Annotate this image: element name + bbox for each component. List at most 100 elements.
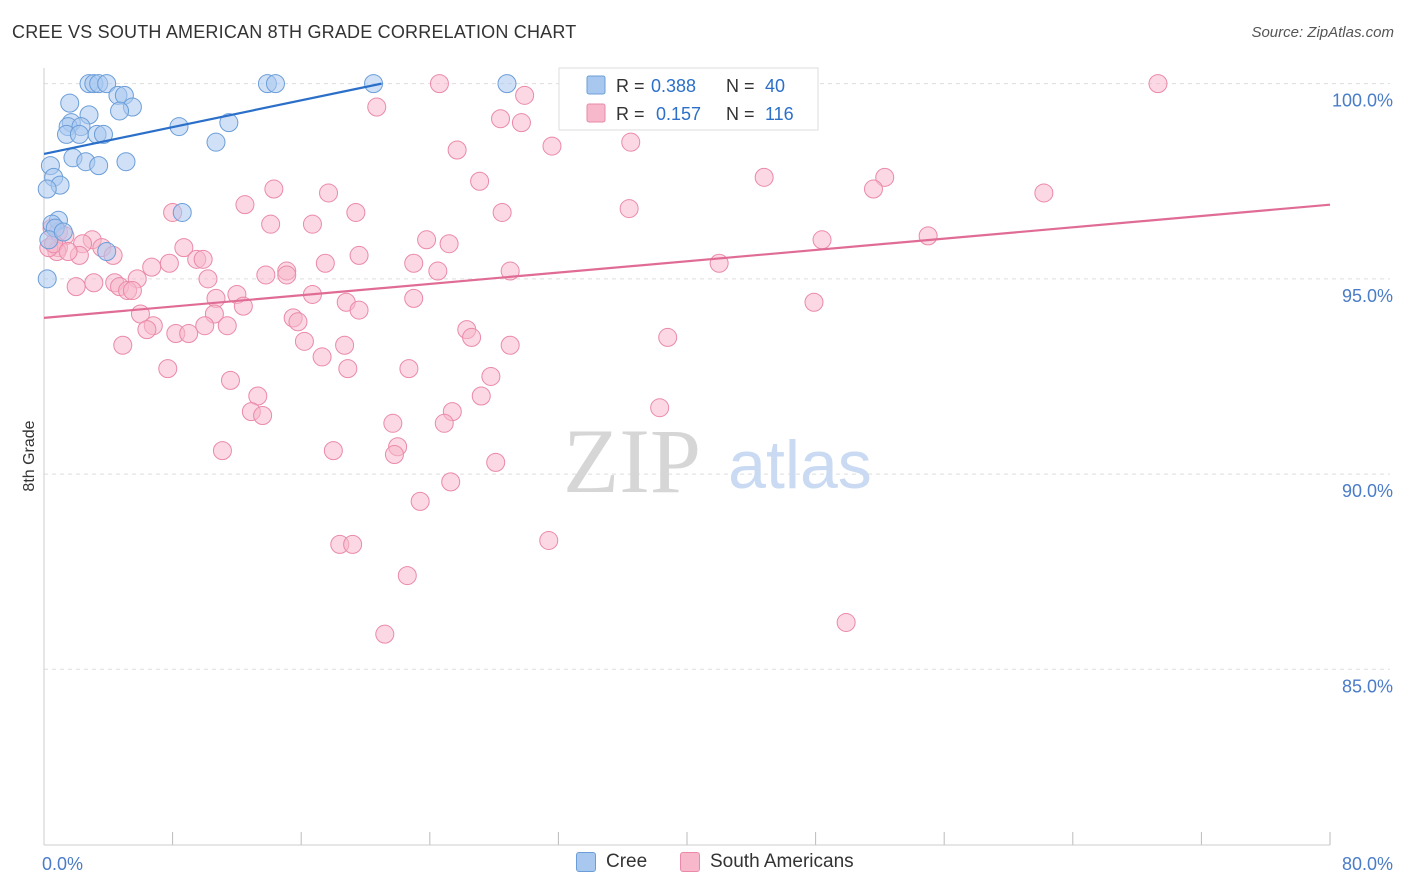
- south-american-point[interactable]: [277, 265, 297, 285]
- south-american-point[interactable]: [863, 179, 883, 199]
- cree-point[interactable]: [37, 179, 57, 199]
- south-american-point[interactable]: [193, 249, 213, 269]
- cree-point[interactable]: [53, 222, 73, 242]
- south-american-point[interactable]: [142, 257, 162, 277]
- south-american-point[interactable]: [1148, 74, 1168, 94]
- south-american-point[interactable]: [399, 359, 419, 379]
- south-american-point[interactable]: [198, 269, 218, 289]
- south-american-point[interactable]: [397, 566, 417, 586]
- south-american-point[interactable]: [346, 202, 366, 222]
- stats-cree-n-label: N =: [726, 76, 755, 96]
- south-american-point[interactable]: [323, 441, 343, 461]
- south-american-point[interactable]: [462, 327, 482, 347]
- south-american-point[interactable]: [515, 85, 535, 105]
- south-american-point[interactable]: [335, 335, 355, 355]
- south-american-point[interactable]: [619, 199, 639, 219]
- south-american-point[interactable]: [349, 245, 369, 265]
- south-american-point[interactable]: [429, 74, 449, 94]
- south-american-point[interactable]: [404, 253, 424, 273]
- south-american-point[interactable]: [137, 320, 157, 340]
- tick-labels: 85.0% 90.0% 95.0% 100.0% 0.0% 80.0%: [42, 91, 1393, 874]
- south-american-point[interactable]: [349, 300, 369, 320]
- south-american-point[interactable]: [500, 335, 520, 355]
- south-american-point[interactable]: [375, 624, 395, 644]
- south-american-point[interactable]: [113, 335, 133, 355]
- south-american-point[interactable]: [235, 195, 255, 215]
- south-american-point[interactable]: [491, 109, 511, 129]
- south-american-point[interactable]: [439, 234, 459, 254]
- south-american-point[interactable]: [66, 277, 86, 297]
- legend-item-south-americans[interactable]: South Americans: [680, 851, 854, 873]
- south-american-point[interactable]: [220, 370, 240, 390]
- cree-point[interactable]: [206, 132, 226, 152]
- cree-point[interactable]: [172, 202, 192, 222]
- south-american-point[interactable]: [492, 202, 512, 222]
- south-american-point[interactable]: [384, 445, 404, 465]
- south-american-point[interactable]: [343, 534, 363, 554]
- cree-point[interactable]: [60, 93, 80, 113]
- cree-point[interactable]: [69, 124, 89, 144]
- cree-point[interactable]: [364, 74, 384, 94]
- south-american-point[interactable]: [621, 132, 641, 152]
- south-american-point[interactable]: [253, 406, 273, 426]
- south-american-point[interactable]: [383, 413, 403, 433]
- south-american-point[interactable]: [195, 316, 215, 336]
- south-american-point[interactable]: [447, 140, 467, 160]
- cree-point[interactable]: [39, 230, 59, 250]
- south-american-point[interactable]: [315, 253, 335, 273]
- cree-point[interactable]: [116, 152, 136, 172]
- south-american-point[interactable]: [428, 261, 448, 281]
- legend-item-cree[interactable]: Cree: [576, 851, 647, 873]
- south-american-point[interactable]: [511, 113, 531, 133]
- cree-point[interactable]: [219, 113, 239, 133]
- cree-point[interactable]: [93, 124, 113, 144]
- south-american-point[interactable]: [918, 226, 938, 246]
- cree-point[interactable]: [97, 74, 117, 94]
- south-american-point[interactable]: [1034, 183, 1054, 203]
- south-american-point[interactable]: [441, 472, 461, 492]
- cree-point[interactable]: [97, 242, 117, 262]
- south-american-point[interactable]: [264, 179, 284, 199]
- south-american-point[interactable]: [481, 366, 501, 386]
- south-american-point[interactable]: [294, 331, 314, 351]
- south-american-point[interactable]: [261, 214, 281, 234]
- south-american-point[interactable]: [542, 136, 562, 156]
- south-american-point[interactable]: [754, 167, 774, 187]
- south-american-point[interactable]: [338, 359, 358, 379]
- south-american-point[interactable]: [875, 167, 895, 187]
- south-american-point[interactable]: [319, 183, 339, 203]
- cree-point[interactable]: [89, 156, 109, 176]
- south-american-point[interactable]: [158, 359, 178, 379]
- south-american-point[interactable]: [288, 312, 308, 332]
- south-american-point[interactable]: [174, 238, 194, 258]
- south-american-point[interactable]: [658, 327, 678, 347]
- south-american-point[interactable]: [804, 292, 824, 312]
- south-american-point[interactable]: [122, 281, 142, 301]
- south-american-point[interactable]: [367, 97, 387, 117]
- south-american-point[interactable]: [159, 253, 179, 273]
- south-american-point[interactable]: [470, 171, 490, 191]
- cree-point[interactable]: [37, 269, 57, 289]
- south-american-point[interactable]: [417, 230, 437, 250]
- south-american-point[interactable]: [256, 265, 276, 285]
- south-american-point[interactable]: [836, 612, 856, 632]
- south-american-point[interactable]: [650, 398, 670, 418]
- south-american-point[interactable]: [404, 288, 424, 308]
- south-american-point[interactable]: [812, 230, 832, 250]
- south-american-point[interactable]: [58, 242, 78, 262]
- south-american-point[interactable]: [434, 413, 454, 433]
- south-american-point[interactable]: [212, 441, 232, 461]
- south-american-point[interactable]: [302, 214, 322, 234]
- south-american-point[interactable]: [471, 386, 491, 406]
- south-american-point[interactable]: [217, 316, 237, 336]
- cree-point[interactable]: [265, 74, 285, 94]
- south-american-point[interactable]: [486, 452, 506, 472]
- cree-point[interactable]: [110, 101, 130, 121]
- south-american-point[interactable]: [410, 491, 430, 511]
- south-american-point[interactable]: [179, 324, 199, 344]
- south-american-point[interactable]: [84, 273, 104, 293]
- cree-point[interactable]: [497, 74, 517, 94]
- south-american-point[interactable]: [312, 347, 332, 367]
- south-american-point[interactable]: [539, 530, 559, 550]
